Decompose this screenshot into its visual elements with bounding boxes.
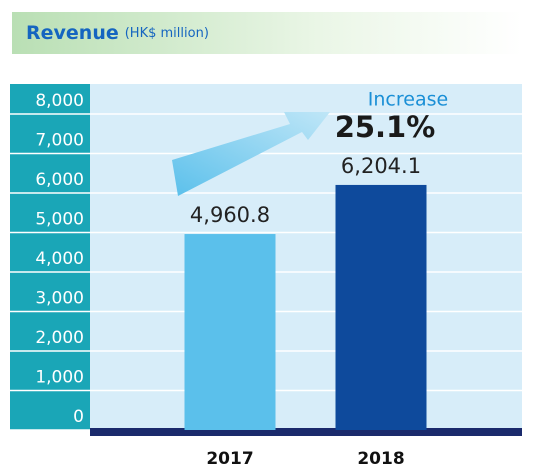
subtitle: (HK$ million): [125, 26, 209, 41]
header-band: [12, 12, 522, 54]
y-tick-label: 4,000: [35, 249, 84, 269]
annotation: 25.1%: [335, 110, 436, 144]
annotation: Increase: [368, 89, 448, 111]
y-tick-label: 1,000: [35, 368, 84, 388]
x-tick-label: 2018: [357, 449, 404, 469]
y-tick-label: 3,000: [35, 289, 84, 309]
axis-column: [10, 84, 90, 430]
y-tick-label: 6,000: [35, 170, 84, 190]
plot-area: [90, 84, 522, 430]
y-tick-label: 2,000: [35, 328, 84, 348]
bar: [335, 184, 427, 430]
y-tick-label: 7,000: [35, 131, 84, 151]
bar: [184, 234, 276, 430]
increase-arrow: [172, 112, 330, 196]
y-tick-label: 8,000: [35, 91, 84, 111]
chart-title: Revenue (HK$ million): [26, 22, 209, 44]
value-label: 6,204.1: [341, 154, 421, 178]
value-label: 4,960.8: [190, 203, 270, 227]
title: Revenue: [26, 22, 119, 44]
y-tick-label: 5,000: [35, 210, 84, 230]
y-tick-label: 0: [73, 407, 84, 427]
x-tick-label: 2017: [206, 449, 253, 469]
x-axis: [90, 428, 522, 436]
